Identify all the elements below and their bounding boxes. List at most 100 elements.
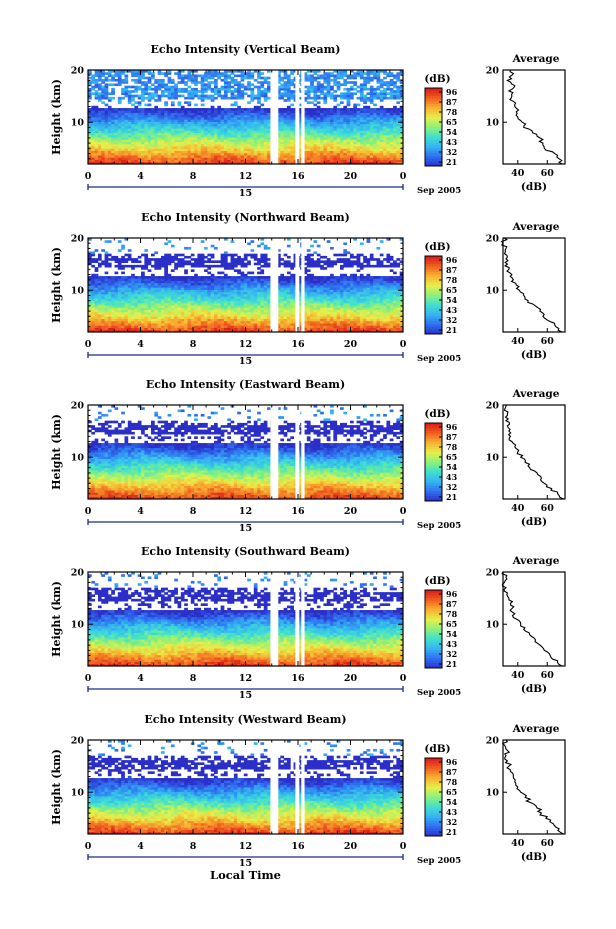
- heatmap-cell: [333, 161, 338, 165]
- heatmap-cell: [131, 146, 135, 149]
- heatmap-cell: [167, 76, 172, 80]
- heatmap-cell: [366, 146, 371, 149]
- heatmap-cell: [94, 119, 99, 122]
- heatmap-cell: [396, 150, 401, 154]
- heatmap-cell: [306, 117, 311, 120]
- colorbar-tick-label: 43: [446, 137, 458, 147]
- heatmap-cell: [210, 155, 215, 158]
- heatmap-cell: [167, 125, 172, 129]
- heatmap-cell: [114, 119, 119, 122]
- heatmap-cell: [220, 78, 225, 82]
- heatmap-cell: [346, 119, 351, 122]
- heatmap-cell: [386, 146, 391, 149]
- heatmap-cell: [346, 112, 351, 116]
- heatmap-cell: [194, 87, 198, 91]
- heatmap-cell: [223, 108, 228, 111]
- heatmap-cell: [250, 152, 255, 156]
- heatmap-cell: [174, 159, 178, 163]
- heatmap-cell: [237, 81, 241, 84]
- heatmap-cell: [204, 117, 208, 120]
- heatmap-cell: [366, 132, 371, 136]
- heatmap-cell: [177, 132, 182, 136]
- heatmap-cell: [260, 152, 265, 156]
- heatmap-cell: [134, 137, 139, 140]
- heatmap-cell: [157, 117, 162, 120]
- heatmap-cell: [223, 139, 228, 143]
- heatmap-cell: [97, 148, 102, 151]
- heatmap-cell: [313, 85, 318, 89]
- heatmap-cell: [217, 130, 222, 134]
- heatmap-cell: [349, 121, 354, 125]
- heatmap-cell: [164, 155, 168, 158]
- heatmap-cell: [286, 114, 291, 118]
- heatmap-cell: [313, 157, 318, 160]
- heatmap-cell: [340, 83, 344, 87]
- heatmap-cell: [323, 125, 328, 129]
- heatmap-cell: [200, 110, 205, 113]
- heatmap-cell: [330, 112, 334, 116]
- heatmap-cell: [267, 76, 271, 80]
- heatmap-cell: [237, 146, 241, 149]
- heatmap-cell: [389, 148, 394, 151]
- heatmap-cell: [220, 155, 225, 158]
- heatmap-cell: [286, 157, 291, 160]
- heatmap-cell: [247, 128, 251, 131]
- heatmap-cell: [389, 137, 394, 140]
- heatmap-cell: [160, 72, 165, 75]
- heatmap-cell: [343, 130, 348, 134]
- heatmap-cell: [107, 143, 112, 147]
- heatmap-cell: [373, 112, 377, 116]
- heatmap-cell: [389, 150, 394, 154]
- heatmap-cell: [349, 108, 354, 111]
- heatmap-cell: [104, 132, 109, 136]
- heatmap-cell: [260, 90, 265, 93]
- heatmap-cell: [184, 157, 188, 160]
- heatmap-cell: [101, 108, 105, 111]
- heatmap-cell: [349, 117, 354, 120]
- heatmap-cell: [366, 139, 371, 143]
- heatmap-cell: [240, 90, 245, 93]
- heatmap-cell: [267, 148, 271, 151]
- heatmap-cell: [277, 137, 281, 140]
- heatmap-cell: [323, 159, 328, 163]
- heatmap-cell: [306, 137, 311, 140]
- heatmap-cell: [94, 134, 99, 138]
- heatmap-cell: [257, 152, 261, 156]
- heatmap-cell: [220, 161, 225, 165]
- heatmap-cell: [250, 155, 255, 158]
- heatmap-cell: [151, 117, 155, 120]
- heatmap-cell: [399, 121, 404, 125]
- heatmap-cell: [111, 130, 115, 134]
- heatmap-cell: [290, 128, 294, 131]
- heatmap-cell: [187, 85, 192, 89]
- heatmap-cell: [343, 117, 348, 120]
- heatmap-cell: [283, 128, 288, 131]
- heatmap-cell: [313, 123, 318, 127]
- heatmap-cell: [383, 155, 387, 158]
- heatmap-cell: [286, 139, 291, 143]
- heatmap-cell: [91, 155, 96, 158]
- heatmap-cell: [343, 141, 348, 145]
- heatmap-cell: [227, 137, 231, 140]
- heatmap-cell: [343, 114, 348, 118]
- heatmap-cell: [277, 132, 281, 136]
- heatmap-cell: [386, 150, 391, 154]
- heatmap-cell: [379, 141, 384, 145]
- heatmap-cell: [356, 114, 361, 118]
- heatmap-cell: [117, 96, 122, 100]
- heatmap-cell: [383, 119, 387, 122]
- heatmap-cell: [157, 146, 162, 149]
- heatmap-cell: [194, 161, 198, 165]
- heatmap-cell: [117, 123, 122, 127]
- heatmap-cell: [290, 132, 294, 136]
- heatmap-cell: [306, 141, 311, 145]
- heatmap-cell: [277, 96, 281, 100]
- heatmap-cell: [393, 148, 397, 151]
- heatmap-cell: [184, 150, 188, 154]
- heatmap-cell: [340, 101, 344, 104]
- heatmap-cell: [366, 125, 371, 129]
- heatmap-cell: [147, 157, 152, 160]
- heatmap-cell: [336, 130, 341, 134]
- heatmap-cell: [340, 141, 344, 145]
